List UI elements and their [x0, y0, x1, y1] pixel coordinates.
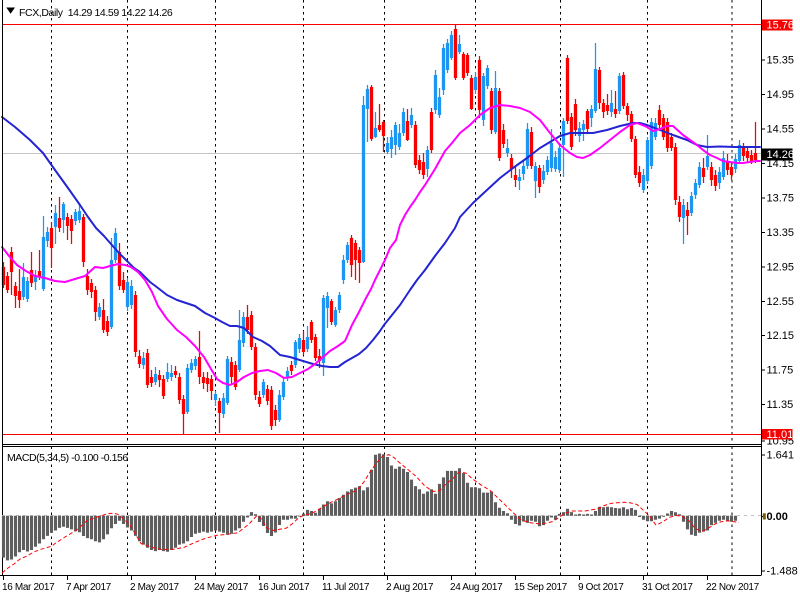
- svg-text:22 Nov 2017: 22 Nov 2017: [706, 582, 760, 593]
- svg-text:7 Apr 2017: 7 Apr 2017: [66, 582, 112, 593]
- svg-text:11.01: 11.01: [767, 429, 794, 441]
- svg-text:-1.488: -1.488: [767, 566, 798, 578]
- svg-text:0.00: 0.00: [767, 511, 788, 523]
- svg-text:11 Jul 2017: 11 Jul 2017: [322, 582, 370, 593]
- svg-text:9 Oct 2017: 9 Oct 2017: [578, 582, 624, 593]
- svg-text:11.75: 11.75: [767, 365, 794, 377]
- svg-text:14.55: 14.55: [767, 123, 795, 135]
- svg-text:15 Sep 2017: 15 Sep 2017: [514, 582, 568, 593]
- svg-text:1.641: 1.641: [767, 449, 795, 461]
- svg-text:11.35: 11.35: [767, 399, 794, 411]
- svg-text:16 Mar 2017: 16 Mar 2017: [2, 582, 55, 593]
- svg-text:12.15: 12.15: [767, 330, 795, 342]
- svg-text:12.55: 12.55: [767, 296, 795, 308]
- svg-text:2 Aug 2017: 2 Aug 2017: [386, 582, 434, 593]
- svg-text:MACD(5,34,5) -0.100 -0.156: MACD(5,34,5) -0.100 -0.156: [7, 452, 128, 464]
- svg-text:15.35: 15.35: [767, 55, 795, 67]
- svg-text:14.15: 14.15: [767, 158, 795, 170]
- svg-text:13.35: 13.35: [767, 227, 795, 239]
- svg-text:12.95: 12.95: [767, 261, 795, 273]
- svg-text:13.75: 13.75: [767, 192, 795, 204]
- svg-text:FCX,Daily 14.29 14.59 14.22 1: FCX,Daily 14.29 14.59 14.22 14.26: [19, 7, 173, 19]
- svg-text:31 Oct 2017: 31 Oct 2017: [642, 582, 693, 593]
- svg-text:14.26: 14.26: [767, 149, 795, 161]
- svg-text:15.76: 15.76: [767, 20, 795, 32]
- svg-text:16 Jun 2017: 16 Jun 2017: [258, 582, 310, 593]
- svg-text:24 May 2017: 24 May 2017: [194, 582, 249, 593]
- svg-text:14.95: 14.95: [767, 89, 795, 101]
- svg-text:24 Aug 2017: 24 Aug 2017: [450, 582, 503, 593]
- svg-text:2 May 2017: 2 May 2017: [130, 582, 180, 593]
